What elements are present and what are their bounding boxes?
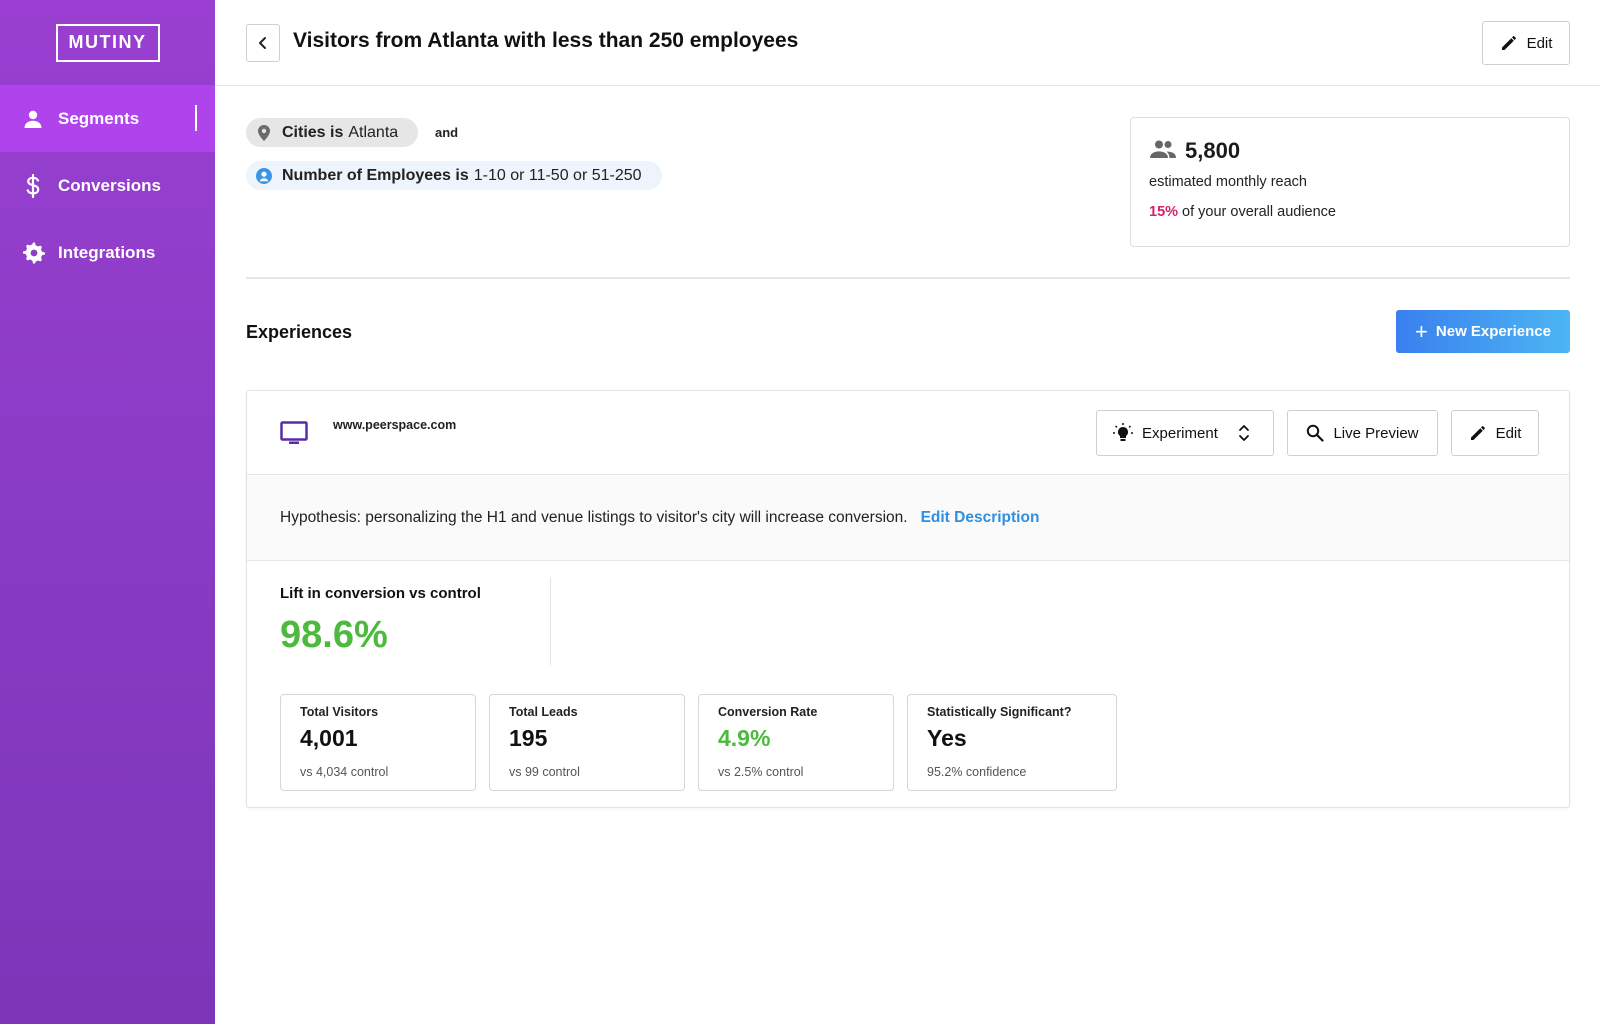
- stat-sub: vs 4,034 control: [300, 765, 389, 779]
- chevron-up-down-icon: [1238, 425, 1249, 441]
- user-circle-icon: [256, 167, 272, 184]
- back-button[interactable]: [246, 24, 280, 62]
- person-icon: [20, 106, 46, 132]
- experiment-type-select[interactable]: Experiment: [1096, 410, 1274, 456]
- sidebar: MUTINY Segments Conversions Integrations: [0, 0, 215, 1024]
- filter-value: Atlanta: [348, 123, 399, 141]
- edit-experience-button[interactable]: Edit: [1451, 410, 1539, 456]
- hypothesis-text: Hypothesis: personalizing the H1 and ven…: [280, 508, 908, 526]
- stat-label: Conversion Rate: [718, 705, 818, 719]
- edit-label: Edit: [1526, 34, 1553, 52]
- live-preview-label: Live Preview: [1333, 424, 1419, 442]
- mutiny-logo[interactable]: MUTINY: [55, 23, 160, 62]
- sidebar-item-label: Segments: [58, 108, 140, 128]
- stat-sub: vs 99 control: [509, 765, 580, 779]
- search-icon: [1307, 424, 1325, 442]
- pencil-icon: [1470, 426, 1485, 440]
- lift-label: Lift in conversion vs control: [280, 585, 481, 602]
- sidebar-item-conversions[interactable]: Conversions: [0, 152, 215, 219]
- lift-value: 98.6%: [280, 614, 388, 656]
- chevron-left-icon: [259, 37, 266, 49]
- stat-card-conversion-rate: Conversion Rate 4.9% vs 2.5% control: [698, 694, 894, 791]
- filter-field: Cities is: [282, 123, 344, 141]
- gear-icon: [20, 240, 46, 266]
- audience-percent: 15%: [1149, 204, 1179, 220]
- new-experience-label: New Experience: [1435, 323, 1551, 340]
- location-pin-icon: [256, 124, 272, 141]
- new-experience-button[interactable]: + New Experience: [1396, 310, 1570, 353]
- stat-card-total-visitors: Total Visitors 4,001 vs 4,034 control: [280, 694, 476, 791]
- stat-sub: 95.2% confidence: [927, 765, 1027, 779]
- live-preview-button[interactable]: Live Preview: [1287, 410, 1438, 456]
- pencil-icon: [1501, 36, 1516, 50]
- stat-sub: vs 2.5% control: [718, 765, 804, 779]
- sidebar-item-label: Integrations: [58, 242, 156, 262]
- edit-segment-button[interactable]: Edit: [1482, 21, 1570, 65]
- section-divider: [246, 277, 1570, 279]
- lightbulb-icon: [1113, 423, 1133, 441]
- vertical-divider: [550, 577, 551, 665]
- reach-number: 5,800: [1185, 138, 1241, 163]
- hypothesis-row: Hypothesis: personalizing the H1 and ven…: [247, 475, 1569, 561]
- filter-joiner: and: [435, 125, 459, 140]
- stat-value: 195: [509, 725, 548, 751]
- stat-value: 4.9%: [718, 725, 771, 751]
- stat-card-total-leads: Total Leads 195 vs 99 control: [489, 694, 685, 791]
- stat-label: Total Visitors: [300, 705, 379, 719]
- sidebar-item-integrations[interactable]: Integrations: [0, 219, 215, 286]
- stat-card-statistical-significance: Statistically Significant? Yes 95.2% con…: [907, 694, 1117, 791]
- edit-label: Edit: [1495, 424, 1522, 442]
- monitor-icon: [280, 421, 308, 450]
- experiment-type-label: Experiment: [1142, 424, 1218, 442]
- dollar-icon: [20, 173, 46, 199]
- audience-share: 15% of your overall audience: [1149, 204, 1551, 220]
- page-header: Visitors from Atlanta with less than 250…: [215, 0, 1600, 86]
- stat-value: Yes: [927, 725, 967, 751]
- page-title: Visitors from Atlanta with less than 250…: [293, 29, 799, 52]
- sidebar-item-label: Conversions: [58, 175, 161, 195]
- reach-card: 5,800 estimated monthly reach 15% of your…: [1130, 117, 1570, 247]
- filter-chip-employees[interactable]: Number of Employees is 1-10 or 11-50 or …: [246, 161, 662, 190]
- sidebar-item-segments[interactable]: Segments: [0, 85, 215, 152]
- stat-label: Statistically Significant?: [927, 705, 1072, 719]
- edit-description-link[interactable]: Edit Description: [920, 508, 1040, 526]
- people-icon: [1149, 139, 1177, 164]
- site-url[interactable]: www.peerspace.com: [333, 418, 457, 432]
- stat-label: Total Leads: [509, 705, 578, 719]
- experiences-heading: Experiences: [246, 322, 353, 342]
- experience-card-header: www.peerspace.com Experiment Live Previe…: [247, 391, 1569, 475]
- audience-percent-label: of your overall audience: [1182, 204, 1336, 220]
- stat-value: 4,001: [300, 725, 358, 751]
- filter-chip-city[interactable]: Cities is Atlanta: [246, 118, 419, 147]
- filter-value: 1-10 or 11-50 or 51-250: [473, 166, 642, 184]
- logo-area: MUTINY: [0, 0, 215, 85]
- experience-card: www.peerspace.com Experiment Live Previe…: [246, 390, 1570, 808]
- filter-field: Number of Employees is: [282, 166, 469, 184]
- plus-icon: +: [1415, 318, 1428, 344]
- reach-label: estimated monthly reach: [1149, 174, 1307, 190]
